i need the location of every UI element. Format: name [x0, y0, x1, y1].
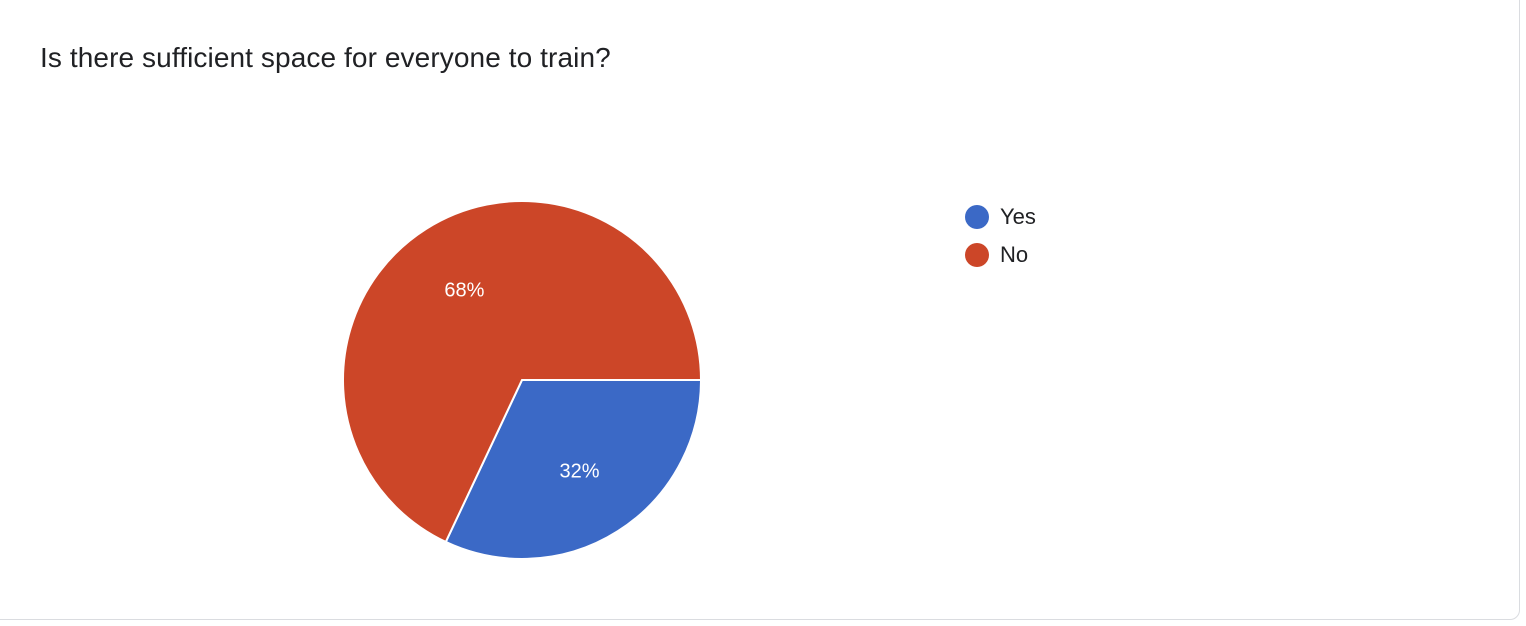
legend-label-yes: Yes — [1000, 204, 1036, 229]
legend-item-no[interactable]: No — [965, 236, 1036, 274]
legend-swatch-no — [965, 243, 989, 267]
pie-slice-yes[interactable] — [444, 379, 703, 560]
legend-label-no: No — [1000, 242, 1029, 267]
data-label-no: 68% — [444, 279, 484, 301]
data-label-yes: 32% — [560, 461, 600, 483]
legend-item-yes[interactable]: Yes — [965, 198, 1036, 236]
legend-swatch-yes — [965, 205, 989, 229]
chart-title: Is there sufficient space for everyone t… — [40, 42, 611, 73]
pie-slice-no[interactable] — [342, 200, 703, 544]
legend: Yes No — [965, 198, 1036, 274]
